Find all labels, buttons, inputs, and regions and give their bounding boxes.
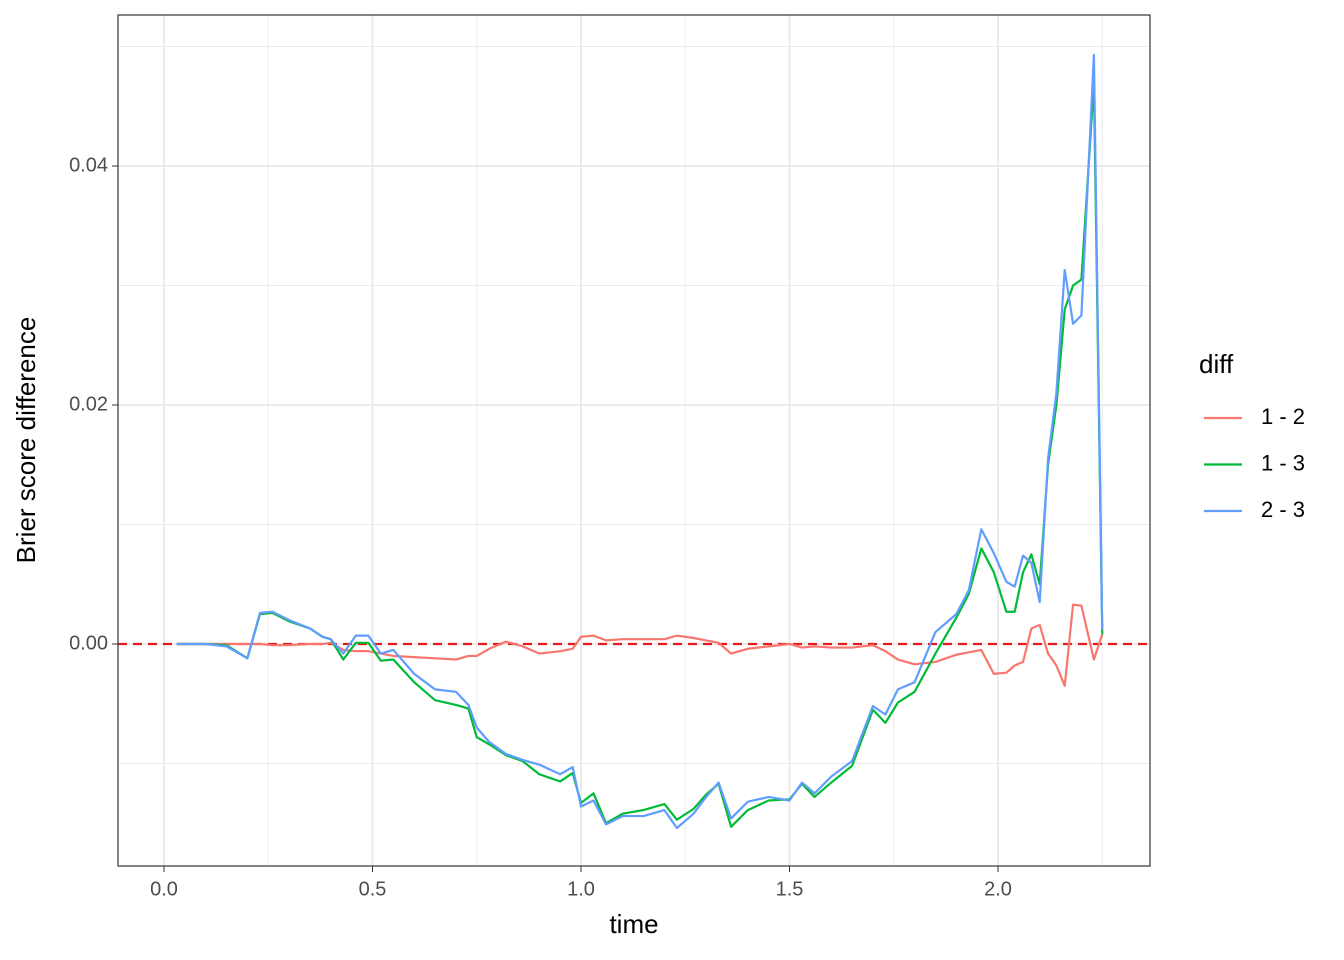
x-tick-label: 1.5	[776, 878, 804, 900]
x-tick-label: 0.5	[359, 878, 387, 900]
x-tick-label: 1.0	[567, 878, 595, 900]
x-tick-label: 2.0	[984, 878, 1012, 900]
series-line	[176, 53, 1104, 830]
y-tick-label: 0.04	[69, 154, 108, 176]
legend-label: 1 - 2	[1261, 404, 1305, 429]
series-line	[176, 603, 1104, 687]
y-axis-title: Brier score difference	[11, 317, 41, 564]
series-line	[176, 81, 1104, 828]
y-tick-label: 0.02	[69, 393, 108, 415]
legend-title: diff	[1199, 349, 1234, 379]
y-tick-label: 0.00	[69, 632, 108, 654]
plot-background	[118, 15, 1150, 866]
legend-label: 1 - 3	[1261, 450, 1305, 475]
x-axis-title: time	[609, 909, 658, 939]
plot-border	[117, 14, 1151, 867]
x-tick-label: 0.0	[150, 878, 178, 900]
legend-label: 2 - 3	[1261, 497, 1305, 522]
